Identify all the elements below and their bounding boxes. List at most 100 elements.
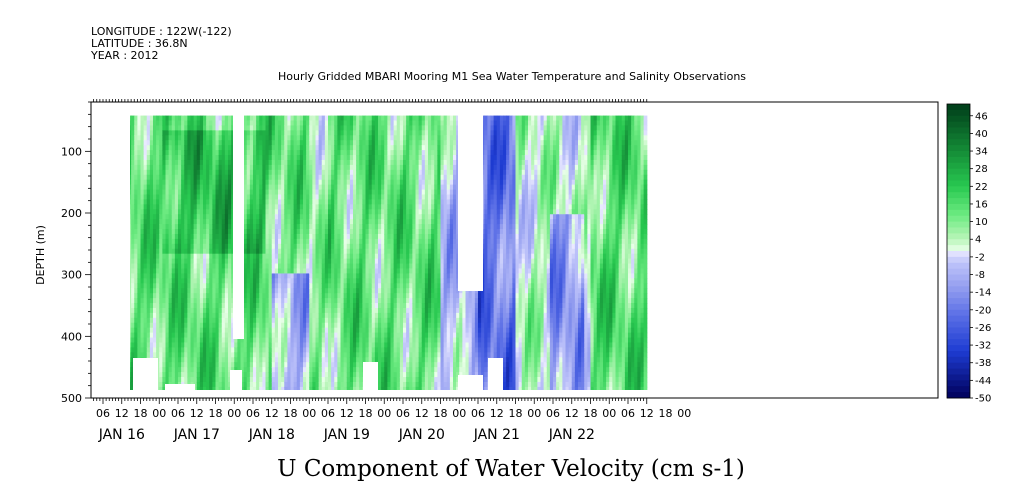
heatmap-cell <box>153 179 157 186</box>
heatmap-cell <box>171 283 176 289</box>
heatmap-cell <box>178 184 182 191</box>
heatmap-cell <box>168 327 173 334</box>
heatmap-cell <box>159 248 163 255</box>
heatmap-cell <box>134 278 138 284</box>
heatmap-cell <box>137 288 142 294</box>
heatmap-cell <box>168 238 173 245</box>
heatmap-cell <box>165 293 170 299</box>
heatmap-cell <box>146 150 151 156</box>
heatmap-cell <box>146 184 151 191</box>
heatmap-cell <box>178 303 182 309</box>
heatmap-cell <box>178 174 182 181</box>
heatmap-cell <box>165 298 170 304</box>
heatmap-cell <box>156 322 160 329</box>
heatmap-cell <box>159 115 163 122</box>
heatmap-cell <box>153 214 157 220</box>
heatmap-cell <box>165 278 170 284</box>
heatmap-cell <box>162 214 167 220</box>
heatmap-cell <box>143 332 148 339</box>
heatmap-cell <box>178 278 182 284</box>
heatmap-cell <box>146 130 151 136</box>
heatmap-cell <box>181 135 185 141</box>
heatmap-cell <box>181 145 185 151</box>
heatmap-cell <box>159 219 163 225</box>
heatmap-cell <box>131 342 135 349</box>
heatmap-cell <box>184 327 188 334</box>
heatmap-cell <box>156 194 160 201</box>
heatmap-cell <box>137 224 142 230</box>
heatmap-cell <box>187 159 192 166</box>
heatmap-cell <box>143 135 148 141</box>
heatmap-cell <box>146 253 151 260</box>
heatmap-cell <box>178 268 182 275</box>
heatmap-cell <box>168 377 173 383</box>
heatmap-cell <box>146 219 151 225</box>
heatmap-cell <box>178 135 182 141</box>
heatmap-cell <box>165 120 170 127</box>
heatmap-cell <box>162 352 167 358</box>
heatmap-cell <box>174 372 179 378</box>
heatmap-cell <box>184 204 188 210</box>
heatmap-cell <box>156 233 160 240</box>
heatmap-cell <box>149 248 154 255</box>
heatmap-cell <box>134 125 138 131</box>
heatmap-cell <box>131 337 135 344</box>
heatmap-cell <box>174 283 179 289</box>
heatmap-cell <box>137 342 142 349</box>
heatmap-cell <box>131 130 135 136</box>
heatmap-cell <box>159 189 163 196</box>
heatmap-cell <box>140 347 145 353</box>
heatmap-cell <box>137 145 142 151</box>
heatmap-cell <box>149 135 154 141</box>
heatmap-cell <box>162 278 167 284</box>
heatmap-cell <box>171 233 176 240</box>
heatmap-cell <box>178 224 182 230</box>
heatmap-cell <box>174 253 179 260</box>
heatmap-cell <box>156 150 160 156</box>
heatmap-cell <box>143 140 148 146</box>
heatmap-cell <box>168 135 173 141</box>
heatmap-cell <box>159 150 163 156</box>
heatmap-cell <box>153 332 157 339</box>
heatmap-cell <box>156 214 160 220</box>
heatmap-cell <box>168 347 173 353</box>
heatmap-cell <box>168 367 173 373</box>
heatmap-cell <box>174 273 179 279</box>
heatmap-cell <box>181 238 185 245</box>
heatmap-cell <box>146 278 151 284</box>
heatmap-cell <box>134 159 138 166</box>
heatmap-cell <box>134 174 138 181</box>
heatmap-cell <box>137 278 142 284</box>
heatmap-cell <box>181 352 185 358</box>
heatmap-cell <box>159 362 163 368</box>
heatmap-cell <box>137 273 142 279</box>
heatmap-cell <box>137 327 142 334</box>
heatmap-cell <box>181 115 185 122</box>
heatmap-cell <box>156 288 160 294</box>
heatmap-cell <box>134 238 138 245</box>
heatmap-cell <box>143 268 148 275</box>
heatmap-cell <box>140 204 145 210</box>
heatmap-cell <box>168 130 173 136</box>
heatmap-cell <box>184 342 188 349</box>
heatmap-cell <box>171 362 176 368</box>
heatmap-cell <box>165 362 170 368</box>
heatmap-cell <box>174 233 179 240</box>
heatmap-cell <box>131 229 135 235</box>
heatmap-cell <box>168 145 173 151</box>
heatmap-cell <box>184 159 188 166</box>
heatmap-cell <box>187 179 192 186</box>
heatmap-cell <box>184 243 188 250</box>
heatmap-cell <box>134 347 138 353</box>
heatmap-cell <box>153 229 157 235</box>
heatmap-cell <box>156 243 160 250</box>
heatmap-cell <box>171 145 176 151</box>
heatmap-cell <box>149 125 154 131</box>
heatmap-cell <box>153 155 157 161</box>
heatmap-cell <box>174 155 179 161</box>
heatmap-cell <box>156 229 160 235</box>
heatmap-cell <box>187 125 192 131</box>
heatmap-cell <box>171 120 176 127</box>
heatmap-cell <box>162 381 167 388</box>
